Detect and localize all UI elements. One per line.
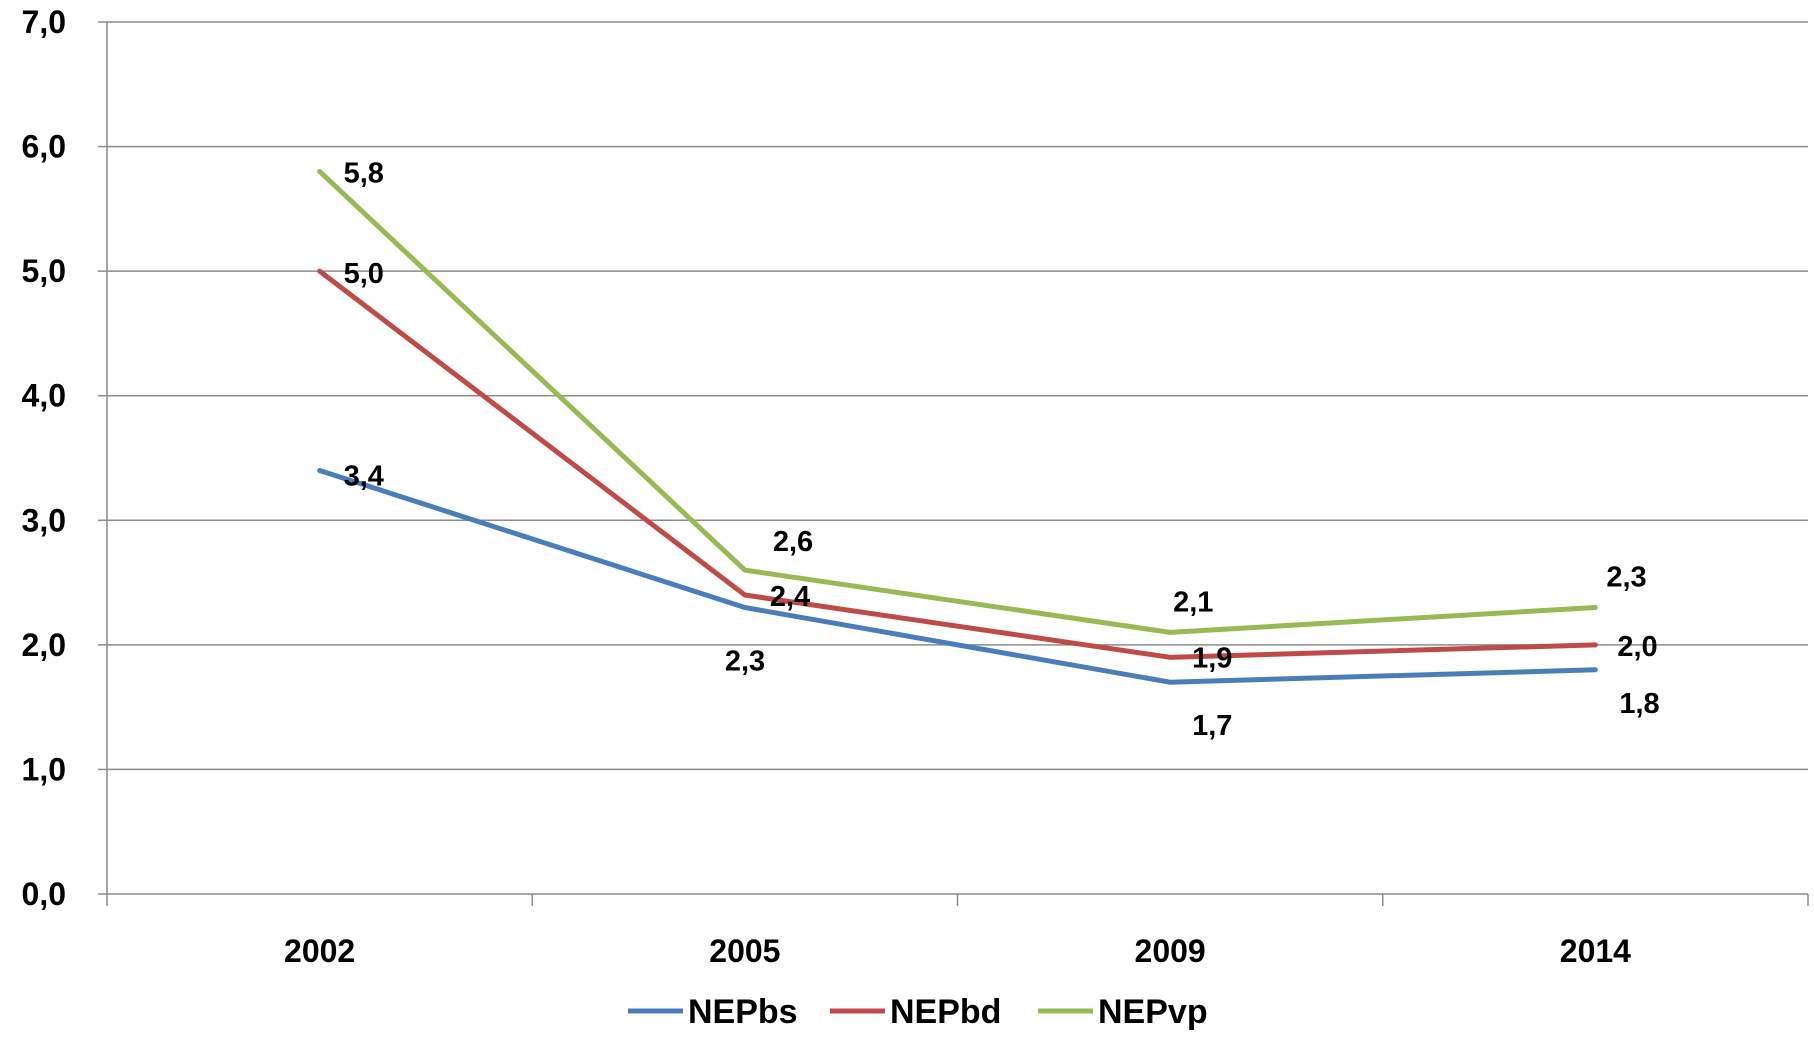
x-tick-label: 2014 — [1560, 933, 1631, 969]
series-lines — [317, 168, 1598, 685]
data-label-nepbs: 1,7 — [1192, 710, 1232, 742]
y-tick-label: 6,0 — [22, 129, 66, 165]
data-label-nepbd: 2,4 — [770, 581, 810, 613]
legend: NEPbs NEPbd NEPvp — [628, 993, 1208, 1031]
series-line-nepbd — [317, 268, 1598, 660]
axes — [98, 21, 1809, 906]
data-label-nepbs: 1,8 — [1619, 688, 1659, 720]
gridlines — [107, 21, 1808, 771]
data-label-nepbs: 2,3 — [725, 645, 765, 677]
y-tick-label: 7,0 — [22, 4, 66, 40]
x-axis-tick-labels: 2002 2005 2009 2014 — [284, 933, 1631, 969]
data-label-nepvp: 2,6 — [773, 526, 813, 558]
x-tick-label: 2002 — [284, 933, 355, 969]
data-label-nepbd: 5,0 — [344, 258, 384, 290]
data-label-nepbd: 2,0 — [1617, 631, 1657, 663]
x-tick-label: 2005 — [709, 933, 780, 969]
legend-label-nepbs: NEPbs — [688, 993, 798, 1031]
y-tick-label: 0,0 — [22, 876, 66, 912]
series-line-nepbs — [317, 467, 1598, 685]
legend-label-nepvp: NEPvp — [1098, 993, 1208, 1031]
data-label-nepvp: 2,3 — [1606, 561, 1646, 593]
series-line-nepvp — [317, 168, 1598, 635]
data-label-nepbd: 1,9 — [1192, 642, 1232, 674]
data-labels: 3,4 2,3 1,7 1,8 5,0 2,4 1,9 2,0 5,8 2,6 2,1 2,3 — [344, 157, 1660, 742]
data-label-nepvp: 5,8 — [344, 157, 384, 189]
x-tick-label: 2009 — [1135, 933, 1206, 969]
y-tick-label: 5,0 — [22, 253, 66, 289]
y-tick-label: 2,0 — [22, 627, 66, 663]
y-tick-label: 1,0 — [22, 751, 66, 787]
y-axis-tick-labels: 0,0 1,0 2,0 3,0 4,0 5,0 6,0 7,0 — [22, 4, 66, 912]
y-tick-label: 3,0 — [22, 502, 66, 538]
y-tick-label: 4,0 — [22, 378, 66, 414]
legend-label-nepbd: NEPbd — [890, 993, 1001, 1031]
data-label-nepbs: 3,4 — [344, 460, 384, 492]
data-label-nepvp: 2,1 — [1173, 586, 1213, 618]
